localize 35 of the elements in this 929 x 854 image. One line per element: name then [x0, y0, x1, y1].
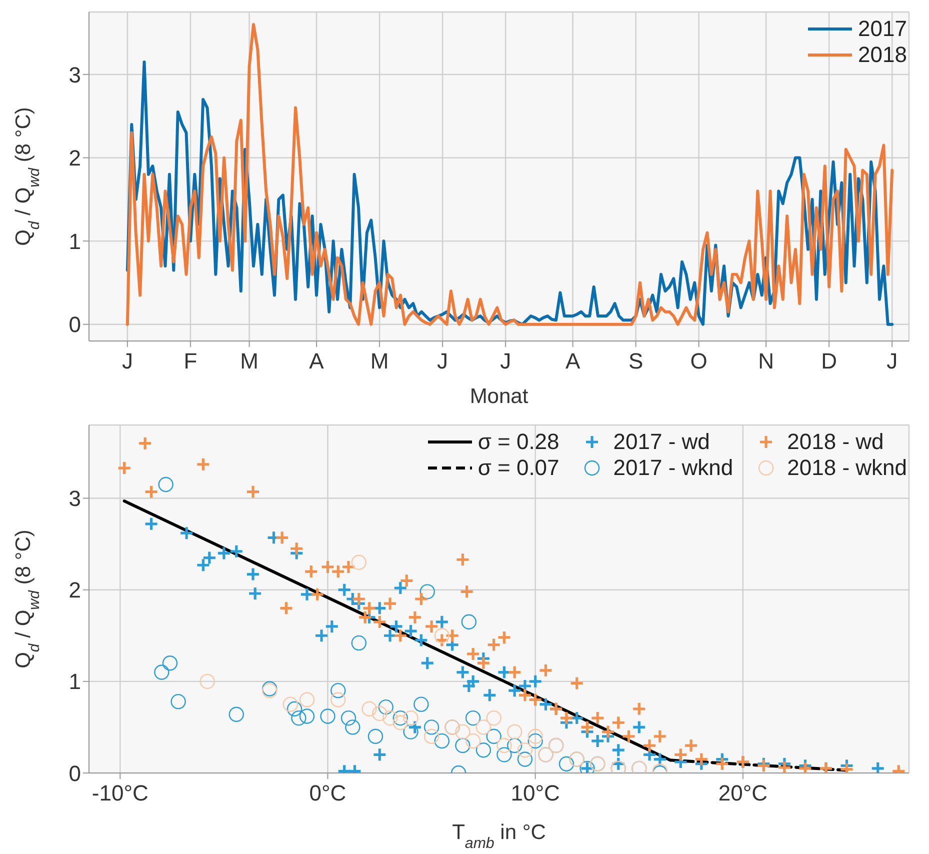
y-tick-label: 3	[68, 486, 81, 512]
x-tick-label: S	[628, 348, 644, 374]
x-tick-label: A	[309, 348, 324, 374]
x-tick-label: M	[240, 348, 258, 374]
legend-label: 2017	[858, 16, 907, 42]
x-tick-label: J	[437, 348, 448, 374]
y-tick-label: 0	[68, 312, 81, 338]
x-tick-label: D	[821, 348, 838, 374]
x-tick-label: J	[500, 348, 512, 374]
y-tick-label: 1	[68, 669, 81, 694]
legend-label: 2018	[858, 42, 907, 68]
y-tick-label: 1	[68, 228, 81, 254]
legend-label: σ = 0.28	[478, 429, 560, 455]
legend-label: σ = 0.07	[478, 455, 560, 481]
x-axis-title: Monat	[470, 385, 528, 408]
x-tick-label: A	[565, 348, 580, 374]
x-tick-label: O	[690, 348, 708, 374]
x-tick-label: M	[370, 348, 389, 374]
legend-label: 2017 - wknd	[613, 455, 734, 481]
legend-label: 2017 - wd	[613, 429, 710, 455]
y-tick-label: 3	[68, 62, 81, 88]
y-tick-label: 0	[68, 760, 81, 786]
legend-label: 2018 - wknd	[787, 455, 907, 481]
x-axis-title: T$_{amb}$ in °C	[452, 821, 546, 852]
x-tick-label: 20°C	[718, 780, 768, 806]
legend-label: 2018 - wd	[787, 429, 884, 455]
x-tick-label: 10°C	[510, 780, 560, 806]
x-tick-label: J	[886, 348, 898, 374]
x-tick-label: N	[758, 348, 774, 374]
x-tick-label: J	[122, 348, 133, 374]
x-tick-label: -10°C	[92, 780, 148, 806]
y-tick-label: 2	[68, 578, 81, 603]
x-tick-label: F	[184, 348, 198, 374]
x-tick-label: 0°C	[309, 780, 346, 806]
y-tick-label: 2	[68, 146, 81, 171]
